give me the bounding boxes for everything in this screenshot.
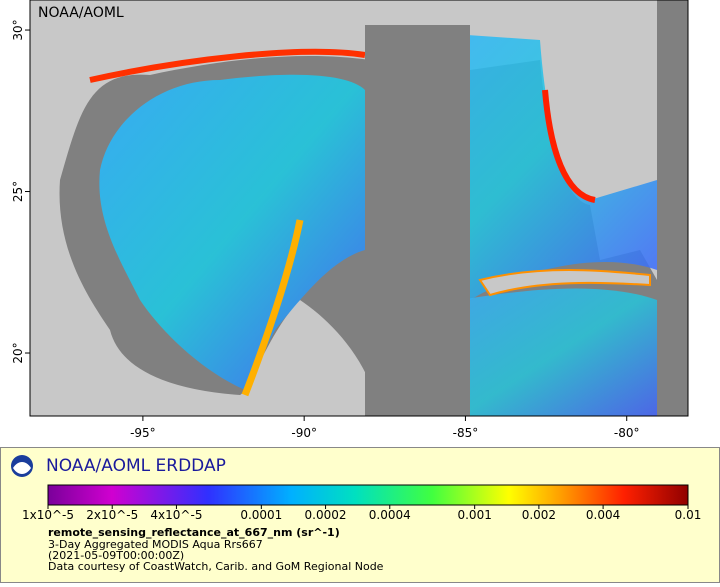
gulf-imagery (99, 74, 366, 390)
swath-gap (365, 25, 470, 416)
noaa-logo-bird (13, 462, 31, 474)
coast-turbid (89, 48, 366, 83)
caribbean-imagery (460, 288, 657, 416)
x-tick-label: -85° (453, 426, 479, 440)
watermark: NOAA/AOML (38, 5, 124, 21)
edge-no-data (657, 0, 688, 416)
colorbar-tick-label: 0.0001 (240, 508, 282, 522)
east-imagery (395, 30, 657, 300)
colorbar-tick-label: 1x10^-5 (22, 508, 74, 522)
colorbar-tick-label: 0.004 (586, 508, 620, 522)
colorbar (47, 484, 689, 506)
legend-line: (2021-05-09T00:00:00Z) (48, 549, 184, 562)
legend-line: 3-Day Aggregated MODIS Aqua Rrs667 (48, 538, 263, 551)
colorbar-tick-label: 2x10^-5 (86, 508, 138, 522)
colorbar-tick-label: 0.002 (522, 508, 556, 522)
x-tick-label: -90° (291, 426, 317, 440)
map-frame (29, 0, 689, 417)
legend-line: Data courtesy of CoastWatch, Carib. and … (48, 560, 384, 573)
y-tick-label: 20° (11, 342, 25, 363)
coast-turbid (542, 89, 596, 203)
variable-name: remote_sensing_reflectance_at_667_nm (sr… (48, 526, 340, 539)
colorbar-tick-label: 0.0004 (369, 508, 411, 522)
colorbar-tick-label: 0.01 (675, 508, 702, 522)
x-tick-label: -95° (130, 426, 156, 440)
cuba (478, 269, 651, 297)
colorbar-tick-label: 0.0002 (305, 508, 347, 522)
coast-turbid (241, 219, 304, 397)
colorbar-ticks: 1x10^-5 2x10^-5 4x10^-5 0.0001 0.0002 0.0004 0… (22, 505, 701, 522)
legend-title: NOAA/AOML ERDDAP (46, 456, 226, 476)
y-tick-label: 30° (11, 19, 25, 40)
colorbar-tick-label: 4x10^-5 (150, 508, 202, 522)
colorbar-tick-label: 0.001 (457, 508, 491, 522)
legend-panel (0, 447, 720, 583)
y-tick-label: 25° (11, 181, 25, 202)
x-tick-label: -80° (614, 426, 640, 440)
axes: -95° -90° -85° -80° 20° 25° 30° (11, 19, 640, 440)
